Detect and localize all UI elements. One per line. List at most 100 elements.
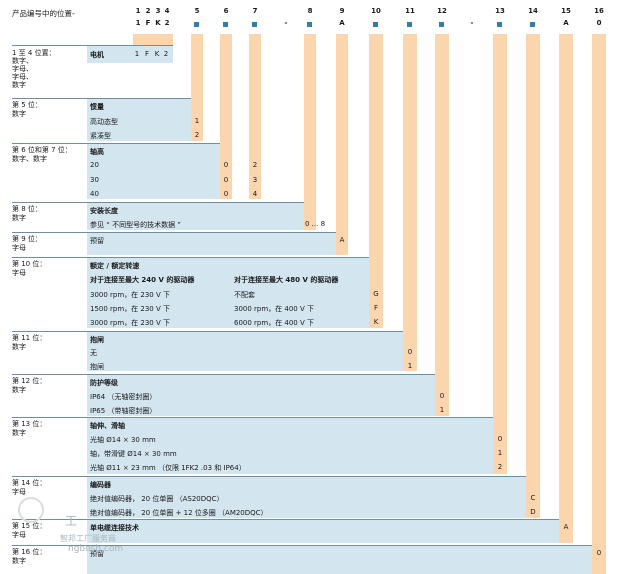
s67-row-2: 30: [90, 176, 99, 184]
pos-num-1: 1: [135, 7, 141, 15]
s11-code-2: 1: [407, 362, 413, 370]
column-p14: [526, 34, 540, 518]
s67-c7-1: 2: [252, 161, 258, 169]
column-p16: [592, 34, 606, 574]
pos-10-square: [373, 22, 378, 27]
label-s13: 第 13 位：: [12, 420, 47, 428]
label-s9: 第 9 位：: [12, 235, 42, 243]
code-p2: F: [145, 19, 151, 27]
column-p5: [191, 34, 203, 141]
band-s10: [87, 258, 369, 328]
title-s12: 防护等级: [90, 379, 118, 387]
s10-row-2b: 3000 rpm，在 400 V 下: [234, 305, 315, 313]
s5-code-1: 1: [194, 117, 200, 125]
line-s1: [12, 45, 173, 46]
s12-row-2: IP65 （带轴密封圈）: [90, 407, 157, 415]
code-p9: A: [339, 19, 345, 27]
band-s11: [87, 332, 403, 371]
s1-code-1: 1: [134, 50, 140, 58]
column-p6: [220, 34, 232, 199]
pos-14-square: [530, 22, 535, 27]
band-s15: [87, 520, 559, 543]
pos-num-4: 4: [164, 7, 170, 15]
s10-code-2: F: [373, 304, 379, 312]
pos-12-square: [439, 22, 444, 27]
column-p9: [336, 34, 348, 255]
sub-s1: 数字、 字母、 字母、 数字: [12, 57, 33, 89]
band-s8: [87, 203, 304, 230]
pos-num-12: 12: [437, 7, 447, 15]
s5-row-2: 紧凑型: [90, 132, 111, 140]
sub-s67: 数字、数字: [12, 155, 47, 163]
s11-code-1: 0: [407, 348, 413, 356]
s67-c7-2: 3: [252, 176, 258, 184]
s10-row-1a: 3000 rpm，在 230 V 下: [90, 291, 171, 299]
line-s10: [12, 257, 369, 258]
s11-row-1: 无: [90, 349, 97, 357]
pos-8-square: [307, 22, 312, 27]
pos-num-6: 6: [223, 7, 229, 15]
label-s11: 第 11 位：: [12, 334, 47, 342]
s12-code-1: 0: [439, 392, 445, 400]
s9-code: A: [339, 236, 345, 244]
label-s16: 第 16 位：: [12, 548, 47, 556]
pos-num-16: 16: [594, 7, 604, 15]
s16-row: 预留: [90, 550, 104, 558]
s67-c6-1: 0: [223, 161, 229, 169]
code-p3: K: [155, 19, 161, 27]
column-p8: [304, 34, 316, 230]
title-s10: 额定 / 额定转速: [90, 262, 140, 270]
pos-num-8: 8: [307, 7, 313, 15]
line-s13: [12, 417, 493, 418]
s67-c6-2: 0: [223, 176, 229, 184]
label-s10: 第 10 位：: [12, 260, 47, 268]
title-s8: 安装长度: [90, 207, 118, 215]
code-p16: 0: [596, 19, 602, 27]
column-p15: [559, 34, 573, 543]
s13-code-3: 2: [497, 463, 503, 471]
s67-row-3: 40: [90, 190, 99, 198]
pos-num-11: 11: [405, 7, 415, 15]
title-s67: 轴高: [90, 148, 104, 156]
s14-code-1: C: [530, 494, 536, 502]
watermark-text-1: 工: [65, 514, 78, 528]
title-s14: 编码器: [90, 481, 111, 489]
band-s16: [87, 546, 592, 574]
dash-1: -: [284, 19, 288, 27]
s9-row: 预留: [90, 237, 104, 245]
s10-row-3a: 3000 rpm，在 230 V 下: [90, 319, 171, 327]
sub-s5: 数字: [12, 110, 26, 118]
sub-s15: 字母: [12, 531, 26, 539]
label-s14: 第 14 位：: [12, 479, 47, 487]
s13-row-2: 轴，带滑键 Ø14 × 30 mm: [90, 450, 177, 458]
s67-row-1: 20: [90, 161, 99, 169]
pos-num-15: 15: [561, 7, 571, 15]
watermark-text-2: 智邦工厂服务商: [60, 534, 116, 543]
s13-row-1: 光轴 Ø14 × 30 mm: [90, 436, 156, 444]
pos-num-14: 14: [528, 7, 538, 15]
code-p15: A: [563, 19, 569, 27]
sub-s8: 数字: [12, 214, 26, 222]
line-s15: [12, 519, 559, 520]
pos-num-13: 13: [495, 7, 505, 15]
band-s12: [87, 375, 435, 416]
sub-s14: 字母: [12, 488, 26, 496]
s10-row-2a: 1500 rpm，在 230 V 下: [90, 305, 171, 313]
s12-code-2: 1: [439, 406, 445, 414]
s10-row-3b: 6000 rpm，在 400 V 下: [234, 319, 315, 327]
band-s13: [87, 418, 493, 474]
line-s14: [12, 476, 526, 477]
band-s67: [87, 144, 220, 199]
pos-7-square: [252, 22, 257, 27]
s16-code: 0: [596, 549, 602, 557]
pos-num-7: 7: [252, 7, 258, 15]
label-s67: 第 6 位和第 7 位：: [12, 146, 72, 154]
pos-5-square: [194, 22, 199, 27]
column-p13: [493, 34, 507, 474]
pos-num-5: 5: [194, 7, 200, 15]
band-s14: [87, 477, 526, 518]
s15-code: A: [563, 523, 569, 531]
code-p1: 1: [135, 19, 141, 27]
s12-row-1: IP64 （无轴密封圈）: [90, 393, 157, 401]
s5-row-1: 高动态型: [90, 118, 118, 126]
